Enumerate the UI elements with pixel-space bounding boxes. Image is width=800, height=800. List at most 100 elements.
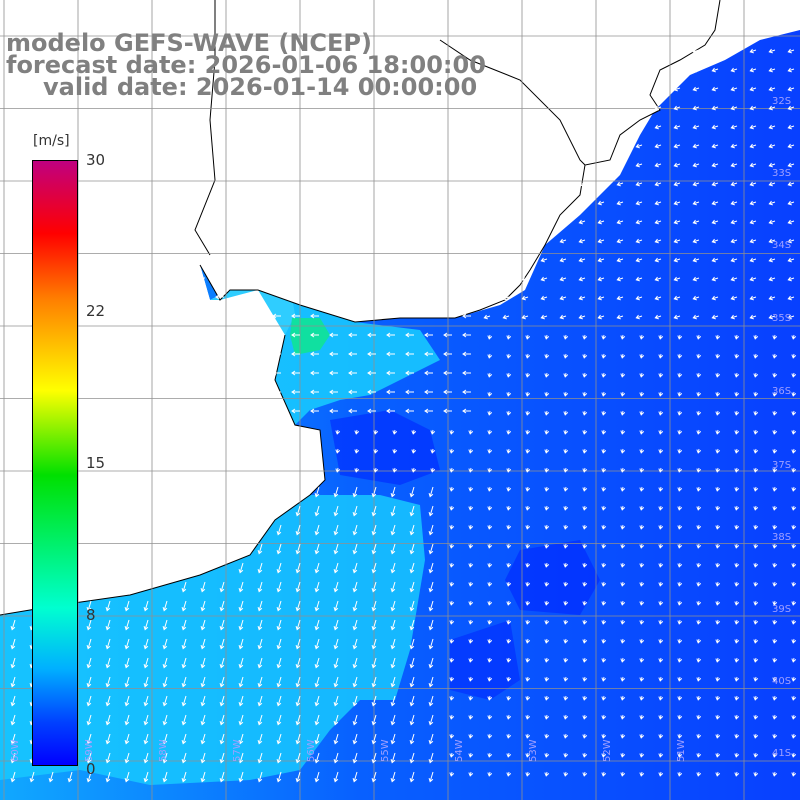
- wind-arrow: [734, 353, 740, 359]
- wind-arrow: [105, 638, 111, 650]
- river-border: [194, 0, 216, 256]
- wind-arrow: [257, 619, 263, 631]
- wind-arrow: [462, 351, 471, 357]
- wind-arrow: [772, 505, 778, 511]
- wind-arrow: [711, 67, 719, 73]
- wind-arrow: [544, 714, 550, 720]
- wind-arrow: [525, 410, 531, 416]
- wind-arrow: [506, 524, 512, 530]
- wind-arrow: [753, 448, 759, 454]
- wind-arrow: [105, 733, 111, 745]
- wind-arrow: [734, 638, 740, 644]
- wind-arrow: [181, 600, 187, 612]
- wind-arrow: [449, 619, 455, 625]
- wind-arrow: [329, 408, 338, 414]
- wind-arrow: [772, 695, 778, 701]
- wind-arrow: [449, 467, 455, 473]
- lat-label-41s: 41S: [772, 748, 792, 759]
- wind-arrow: [310, 313, 319, 319]
- wind-arrow: [390, 505, 396, 517]
- wind-arrow: [428, 638, 434, 650]
- wind-arrow: [276, 695, 282, 707]
- wind-arrow: [692, 162, 700, 168]
- wind-arrow: [772, 391, 778, 397]
- wind-arrow: [753, 676, 759, 682]
- wind-arrow: [314, 524, 320, 536]
- wind-arrow: [620, 353, 626, 359]
- wind-arrow: [219, 695, 225, 707]
- wind-arrow: [734, 543, 740, 549]
- wind-arrow: [753, 600, 759, 606]
- wind-arrow: [597, 219, 605, 225]
- colorbar-tick-0: 0: [86, 760, 96, 778]
- wind-arrow: [238, 733, 244, 745]
- wind-arrow: [730, 295, 738, 301]
- wind-arrow: [582, 581, 588, 587]
- wind-arrow: [371, 771, 377, 783]
- wind-arrow: [468, 524, 474, 530]
- wind-arrow: [787, 200, 795, 206]
- wind-arrow: [601, 562, 607, 568]
- wind-arrow: [10, 619, 16, 631]
- wind-arrow: [86, 771, 92, 783]
- wind-arrow: [371, 543, 377, 555]
- wind-arrow: [276, 733, 282, 745]
- wind-arrow: [462, 313, 471, 319]
- wind-arrow: [715, 752, 721, 758]
- wind-arrow: [559, 238, 567, 244]
- wind-arrow: [468, 581, 474, 587]
- wind-arrow: [791, 543, 797, 549]
- wind-arrow: [219, 619, 225, 631]
- coastline-south: [0, 334, 326, 616]
- valid-date: valid date: 2026-01-14 00:00:00: [43, 73, 478, 101]
- wind-arrow: [238, 638, 244, 650]
- wind-arrow: [276, 543, 282, 555]
- wind-arrow: [578, 257, 586, 263]
- wind-arrow: [544, 429, 550, 435]
- wind-arrow: [314, 562, 320, 574]
- wind-arrow: [692, 124, 700, 130]
- wind-arrow: [654, 257, 662, 263]
- wind-arrow: [200, 676, 206, 688]
- wind-arrow: [200, 600, 206, 612]
- wind-arrow: [635, 200, 643, 206]
- wind-arrow: [200, 581, 206, 593]
- wind-arrow: [295, 771, 301, 783]
- wind-arrow: [559, 276, 567, 282]
- wind-arrow: [563, 334, 569, 340]
- wind-arrow: [734, 448, 740, 454]
- wind-arrow: [696, 524, 702, 530]
- wind-arrow: [428, 524, 434, 536]
- wind-arrow: [487, 524, 493, 530]
- wind-arrow: [696, 429, 702, 435]
- wind-arrow: [443, 370, 452, 376]
- wind-arrow: [601, 505, 607, 511]
- wind-arrow: [352, 771, 358, 783]
- wind-arrow: [525, 543, 531, 549]
- wind-arrow: [333, 638, 339, 650]
- wind-arrow: [768, 276, 776, 282]
- lat-label-35s: 35S: [772, 313, 792, 324]
- wind-arrow: [449, 714, 455, 720]
- wind-arrow: [86, 752, 92, 764]
- wind-arrow: [352, 657, 358, 669]
- wind-arrow: [215, 294, 224, 300]
- wind-arrow: [768, 67, 776, 73]
- wind-arrow: [409, 505, 415, 517]
- wind-arrow: [348, 332, 357, 338]
- wind-arrow: [449, 429, 455, 435]
- wind-arrow: [787, 295, 795, 301]
- wind-arrow: [335, 467, 341, 473]
- wind-arrow: [544, 410, 550, 416]
- wind-arrow: [86, 619, 92, 631]
- wind-arrow: [443, 332, 452, 338]
- wind-arrow: [310, 351, 319, 357]
- wind-arrow: [371, 524, 377, 536]
- wind-arrow: [582, 524, 588, 530]
- wind-arrow: [544, 619, 550, 625]
- wind-arrow: [749, 124, 757, 130]
- wind-arrow: [430, 429, 436, 435]
- wind-arrow: [730, 86, 738, 92]
- wind-arrow: [449, 771, 455, 777]
- wind-arrow: [487, 467, 493, 473]
